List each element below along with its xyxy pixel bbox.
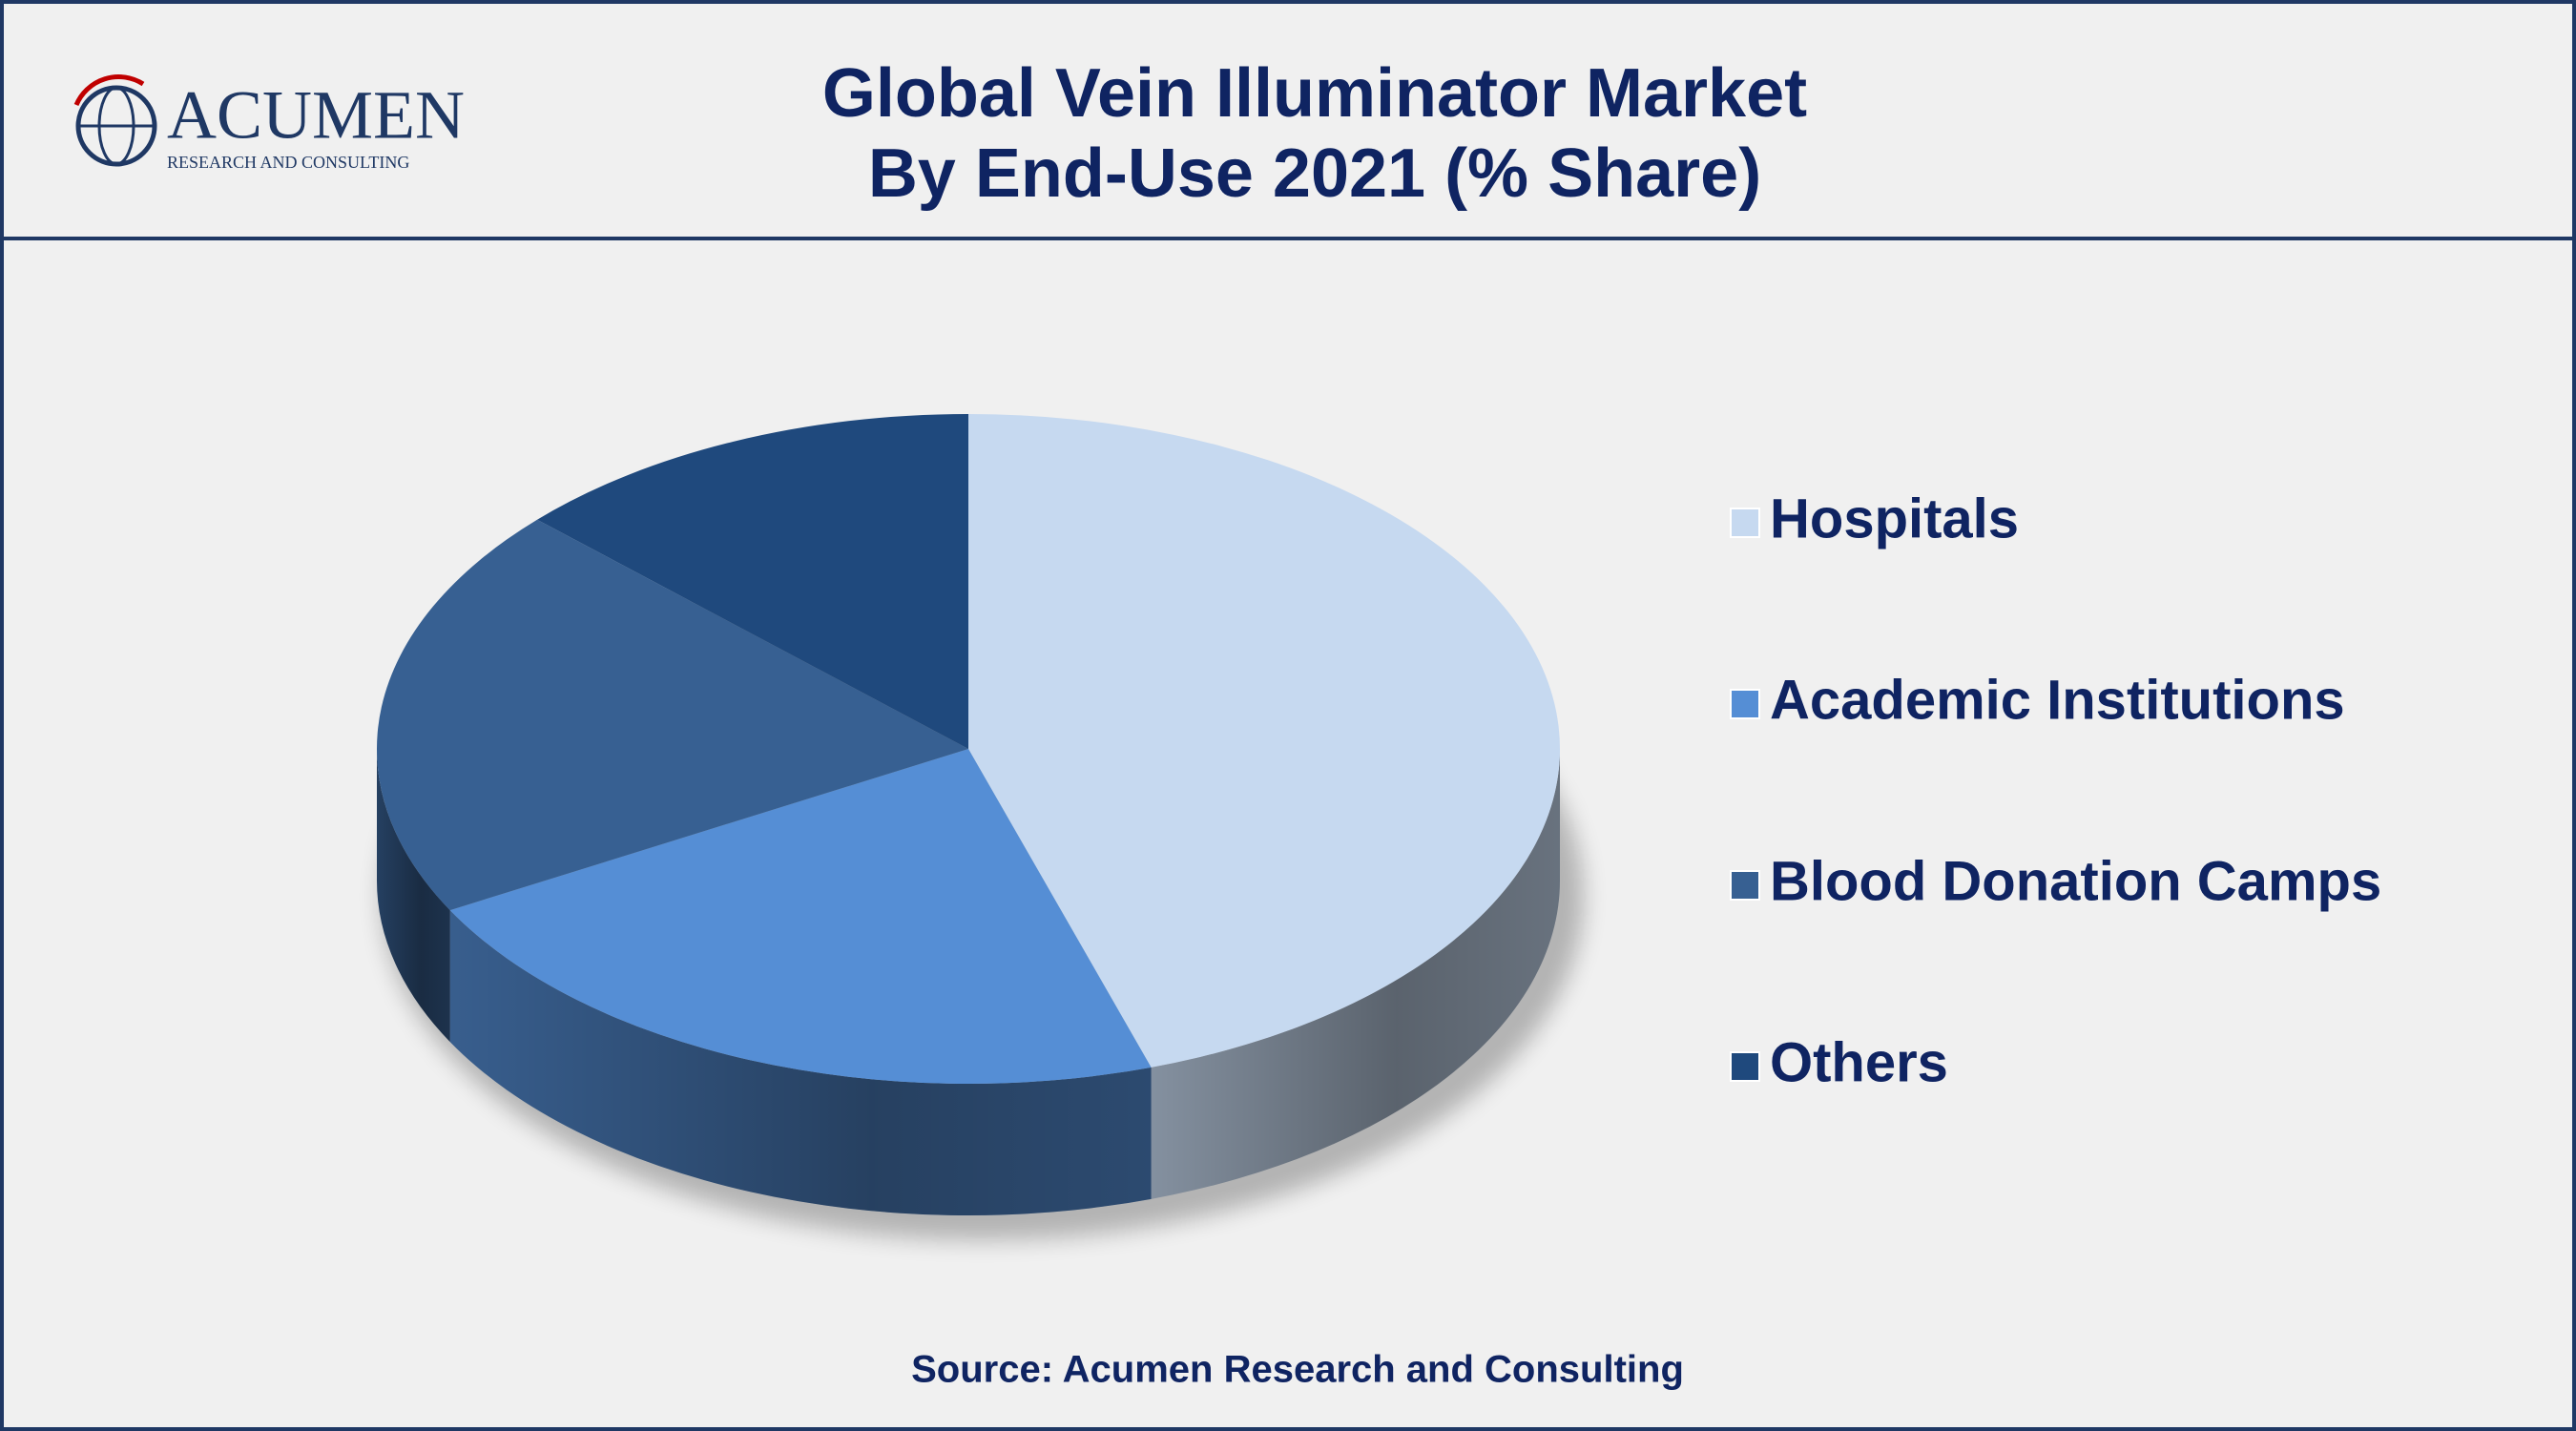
source: Source: Acumen Research and Consulting [911, 1349, 1684, 1391]
logo-arc [73, 74, 145, 107]
legend-swatch [1730, 1051, 1760, 1082]
slice-side-shade [377, 749, 450, 1043]
slice-side-shade [449, 910, 1152, 1215]
logo-tagline: RESEARCH AND CONSULTING [167, 153, 409, 172]
chart-title: Global Vein Illuminator Market [822, 55, 1807, 132]
legend-label: Hospitals [1770, 487, 2019, 550]
legend-swatch [1730, 508, 1760, 538]
legend-label: Others [1770, 1031, 1948, 1093]
pie [376, 414, 1560, 1215]
logo: ACUMEN RESEARCH AND CONSULTING [73, 74, 465, 172]
slice [376, 519, 969, 911]
logo-name: ACUMEN [167, 77, 465, 154]
legend: Hospitals Academic Institutions Blood Dona… [1730, 487, 2381, 1093]
slice [449, 749, 1152, 1084]
legend-swatch [1730, 689, 1760, 719]
legend-label: Academic Institutions [1770, 669, 2345, 731]
slice [537, 414, 968, 749]
legend-label: Blood Donation Camps [1770, 850, 2381, 912]
legend-swatch [1730, 870, 1760, 901]
slice-side-shade [1151, 749, 1560, 1199]
chart-title: By End-Use 2021 (% Share) [868, 135, 1761, 212]
slice [968, 414, 1560, 1068]
